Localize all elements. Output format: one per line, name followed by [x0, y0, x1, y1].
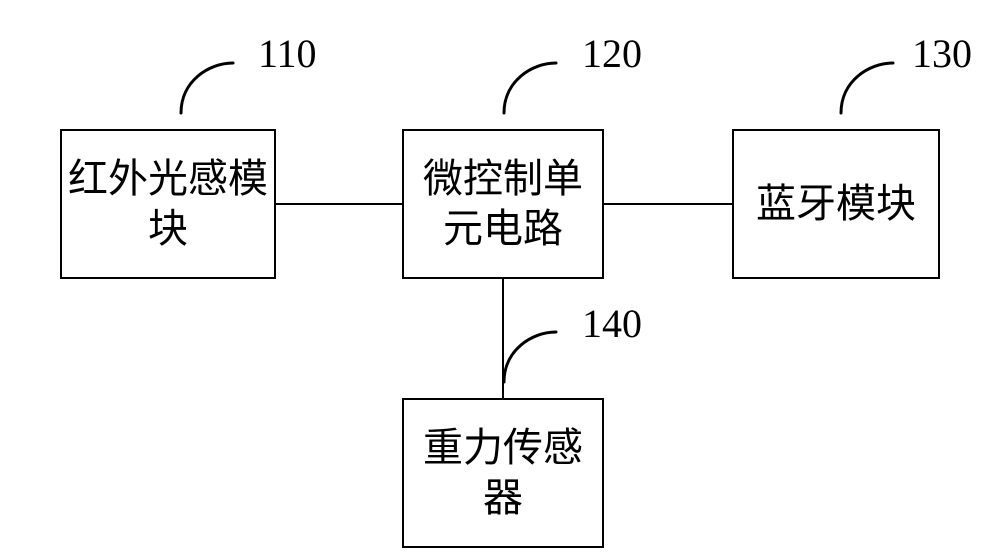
ref-label-130: 130: [912, 30, 972, 77]
leader-arc-140: [500, 328, 560, 386]
block-gravity-sensor-label: 重力传感器: [410, 423, 596, 523]
block-mcu: 微控制单元电路: [402, 129, 604, 279]
ref-label-120: 120: [582, 30, 642, 77]
block-ir-sensor-label: 红外光感模块: [68, 154, 268, 254]
block-ir-sensor: 红外光感模块: [60, 129, 276, 279]
edge-110-120: [276, 203, 402, 205]
edge-120-140: [502, 279, 504, 398]
diagram-stage: 红外光感模块 110 微控制单元电路 120 蓝牙模块 130 重力传感器 14…: [0, 0, 1000, 557]
edge-120-130: [604, 203, 732, 205]
leader-arc-110: [177, 59, 237, 117]
block-bluetooth: 蓝牙模块: [732, 129, 940, 279]
ref-label-140: 140: [582, 300, 642, 347]
block-mcu-label: 微控制单元电路: [410, 154, 596, 254]
leader-arc-130: [837, 59, 897, 117]
leader-arc-120: [500, 59, 560, 117]
ref-label-110: 110: [258, 30, 317, 77]
block-bluetooth-label: 蓝牙模块: [740, 179, 932, 229]
block-gravity-sensor: 重力传感器: [402, 398, 604, 548]
